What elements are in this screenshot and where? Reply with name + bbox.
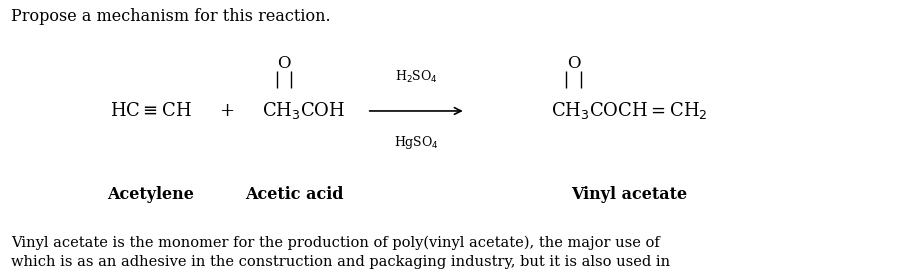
Text: O: O [566, 55, 581, 72]
Text: H$_2$SO$_4$: H$_2$SO$_4$ [395, 69, 438, 85]
Text: O: O [277, 55, 291, 72]
Text: HgSO$_4$: HgSO$_4$ [394, 134, 439, 151]
Text: HC$\equiv$CH: HC$\equiv$CH [110, 102, 192, 120]
Text: +: + [219, 102, 234, 120]
Text: Vinyl acetate: Vinyl acetate [571, 186, 688, 203]
Text: Vinyl acetate is the monomer for the production of poly(vinyl acetate), the majo: Vinyl acetate is the monomer for the pro… [11, 236, 670, 274]
Text: CH$_3$COH: CH$_3$COH [263, 101, 345, 121]
Text: Acetylene: Acetylene [108, 186, 194, 203]
Text: CH$_3$COCH$=$CH$_2$: CH$_3$COCH$=$CH$_2$ [551, 101, 708, 121]
Text: Acetic acid: Acetic acid [245, 186, 344, 203]
Text: Propose a mechanism for this reaction.: Propose a mechanism for this reaction. [11, 8, 331, 25]
